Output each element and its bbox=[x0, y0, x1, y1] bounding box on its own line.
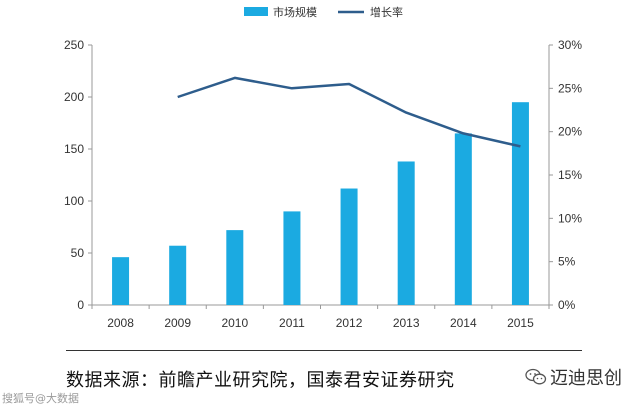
right-axis-ticks: 0% 5% 10% 15% 20% 25% 30% bbox=[549, 38, 582, 312]
right-tick-label: 5% bbox=[558, 255, 576, 269]
right-tick-label: 20% bbox=[558, 125, 582, 139]
right-tick-label: 30% bbox=[558, 38, 582, 52]
bar-2011 bbox=[283, 211, 301, 305]
x-tick-label: 2013 bbox=[393, 316, 420, 330]
legend-swatch-bar bbox=[244, 7, 268, 16]
x-axis-ticks: 2008 2009 2010 2011 2012 2013 2014 2015 bbox=[91, 305, 550, 330]
source-divider bbox=[66, 350, 582, 351]
x-tick-label: 2012 bbox=[336, 316, 363, 330]
watermark-right-text: 迈迪思创 bbox=[550, 368, 622, 389]
legend: 市场规模 增长率 bbox=[244, 5, 403, 19]
legend-label-line: 增长率 bbox=[370, 5, 403, 19]
left-tick-label: 150 bbox=[64, 142, 84, 156]
x-tick-label: 2011 bbox=[279, 316, 305, 330]
wechat-icon bbox=[525, 368, 547, 385]
left-tick-label: 250 bbox=[64, 38, 84, 52]
x-tick-label: 2010 bbox=[221, 316, 248, 330]
x-tick-label: 2014 bbox=[450, 316, 477, 330]
bar-series bbox=[112, 102, 529, 305]
bar-2014 bbox=[454, 133, 472, 305]
right-tick-label: 25% bbox=[558, 81, 582, 95]
right-tick-label: 10% bbox=[558, 211, 582, 225]
bar-2012 bbox=[340, 188, 358, 305]
left-axis-ticks: 0 50 100 150 200 250 bbox=[64, 38, 92, 312]
chart: 市场规模 增长率 0 50 100 150 200 250 0% 5% 10% 15% 20% 25… bbox=[64, 5, 582, 330]
bar-2009 bbox=[169, 245, 187, 305]
growth-rate-line bbox=[177, 76, 521, 148]
left-tick-label: 100 bbox=[64, 194, 84, 208]
bar-2008 bbox=[112, 257, 130, 305]
left-tick-label: 200 bbox=[64, 90, 84, 104]
left-tick-label: 50 bbox=[71, 246, 85, 260]
bar-2015 bbox=[511, 102, 529, 305]
legend-label-bar: 市场规模 bbox=[273, 5, 317, 19]
x-tick-label: 2008 bbox=[107, 316, 134, 330]
x-tick-label: 2009 bbox=[164, 316, 191, 330]
bar-2010 bbox=[226, 230, 244, 305]
x-tick-label: 2015 bbox=[507, 316, 534, 330]
bar-2013 bbox=[397, 161, 415, 305]
right-tick-label: 0% bbox=[558, 298, 576, 312]
source-text: 数据来源：前瞻产业研究院，国泰君安证券研究 bbox=[66, 370, 455, 391]
right-tick-label: 15% bbox=[558, 168, 582, 182]
left-tick-label: 0 bbox=[77, 298, 84, 312]
watermark-left: 搜狐号@大数据 bbox=[2, 392, 79, 405]
watermark-right: 迈迪思创 bbox=[525, 364, 622, 390]
